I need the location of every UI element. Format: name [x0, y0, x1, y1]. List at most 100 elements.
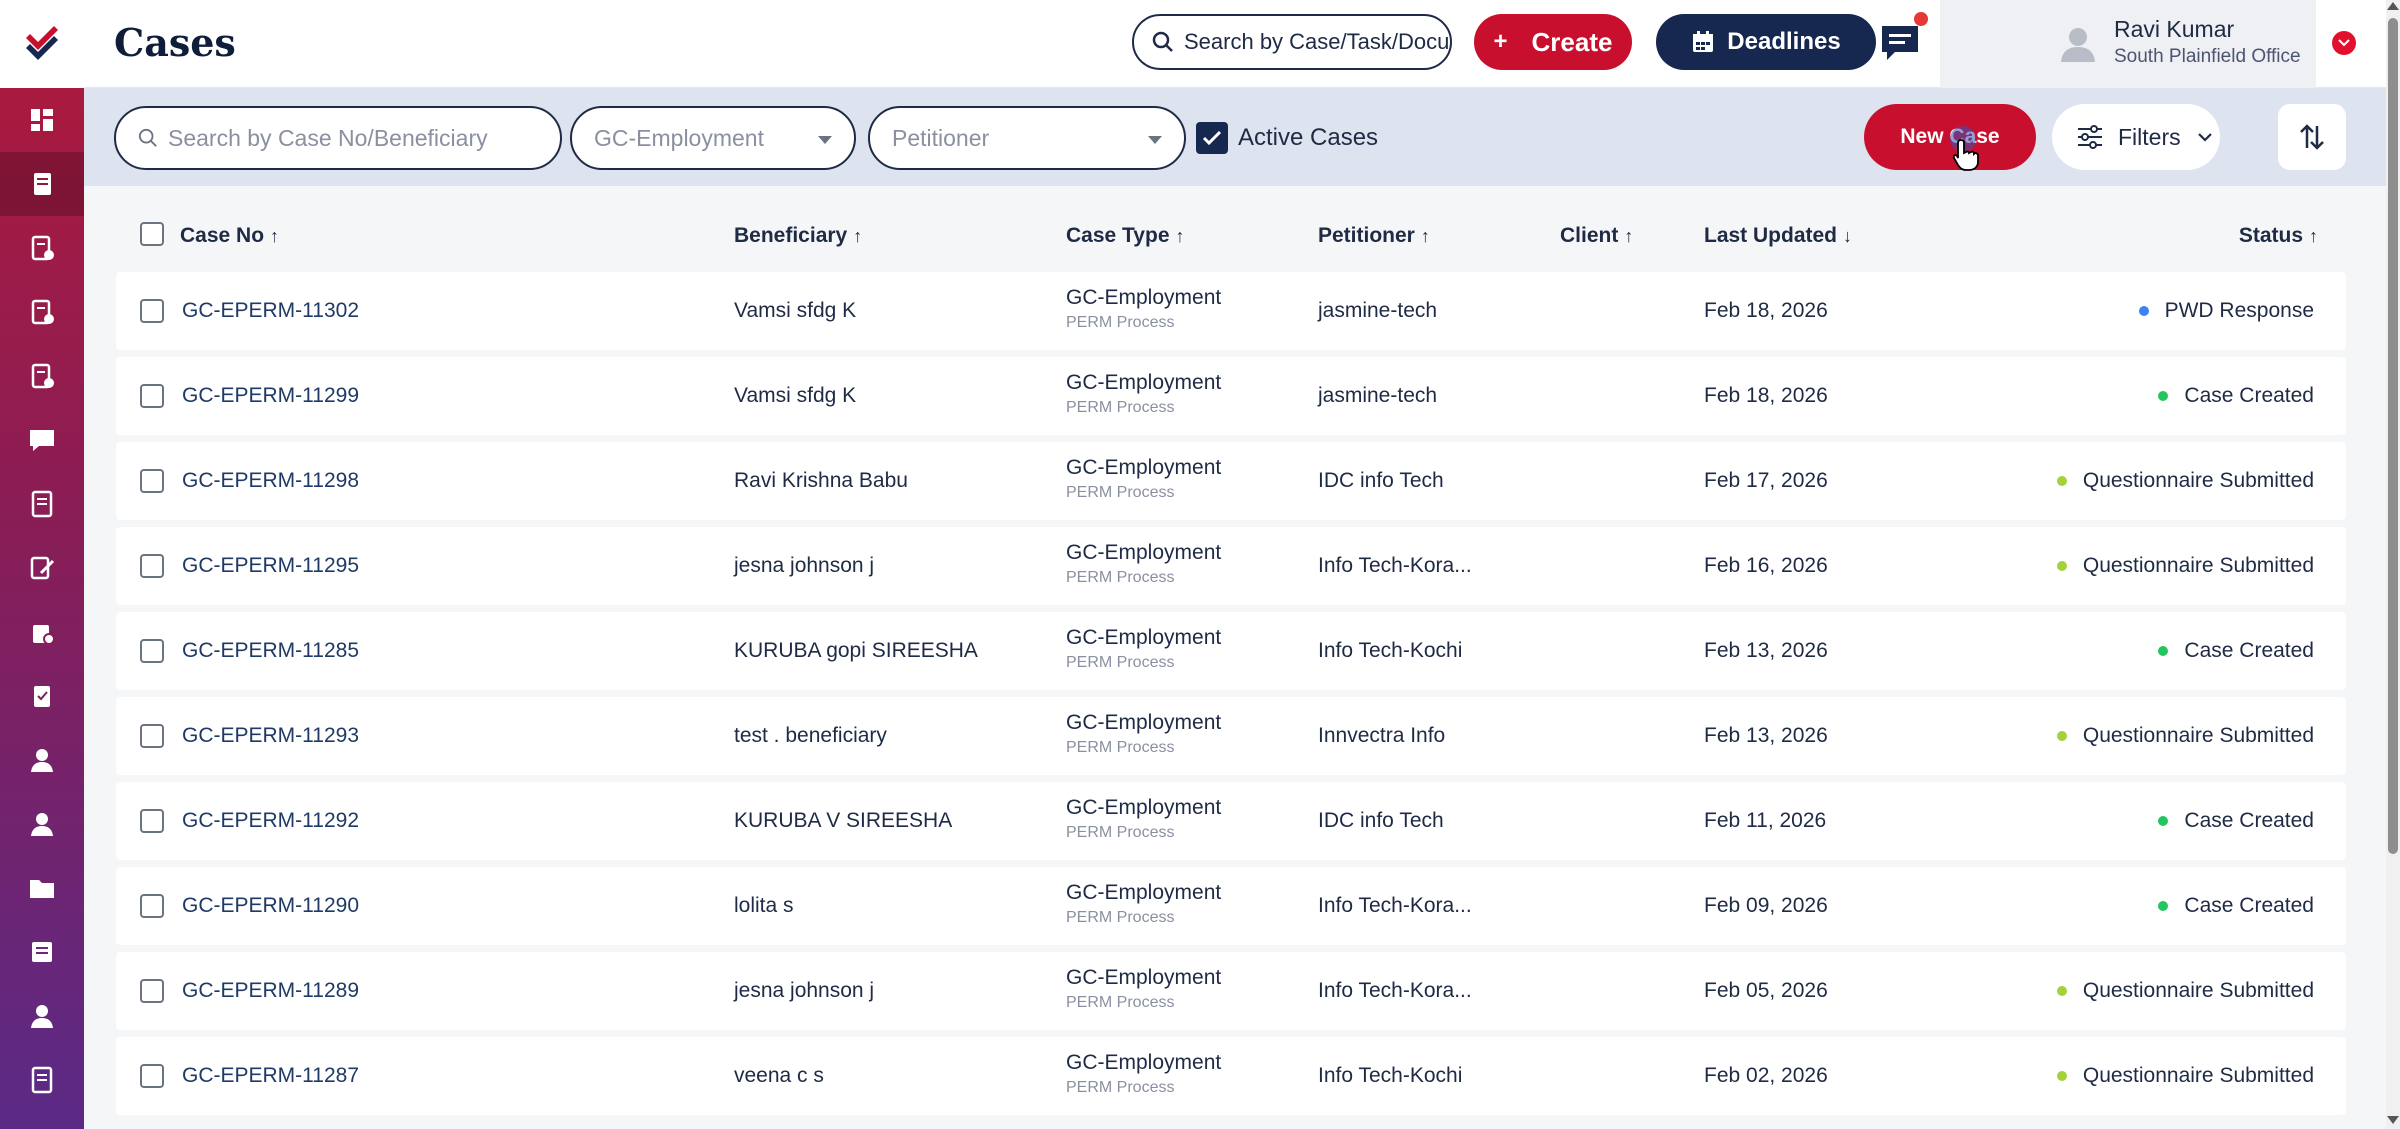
case-no-link[interactable]: GC-EPERM-11290: [182, 894, 360, 917]
status-text: Questionnaire Submitted: [2082, 1064, 2314, 1087]
petitioner-cell: Info Tech-Kora...: [1318, 554, 1472, 577]
sidebar-item-dashboard[interactable]: [0, 88, 84, 152]
petitioner-cell: IDC info Tech: [1318, 809, 1444, 832]
sidebar-item-ledger[interactable]: [0, 472, 84, 536]
case-type-select[interactable]: GC-Employment: [570, 106, 856, 170]
row-checkbox[interactable]: [140, 809, 164, 833]
row-checkbox[interactable]: [140, 1064, 164, 1088]
col-case-no[interactable]: Case No ↑: [180, 224, 280, 247]
active-cases-checkbox[interactable]: [1196, 122, 1228, 154]
user-tie-icon: [31, 813, 53, 836]
col-case-type[interactable]: Case Type ↑: [1066, 224, 1185, 247]
case-no-link[interactable]: GC-EPERM-11285: [182, 639, 360, 662]
deadlines-button[interactable]: Deadlines: [1656, 14, 1876, 70]
status-badge: Case Created: [2158, 894, 2314, 918]
col-last-updated[interactable]: Last Updated ↓: [1704, 224, 1853, 247]
case-no-link[interactable]: GC-EPERM-11298: [182, 469, 360, 492]
case-no-link[interactable]: GC-EPERM-11292: [182, 809, 360, 832]
sidebar-item-clipboard[interactable]: [0, 664, 84, 728]
table-row[interactable]: GC-EPERM-11293 test . beneficiary GC-Emplo…: [116, 697, 2346, 775]
sidebar-item-book[interactable]: [0, 1048, 84, 1112]
col-beneficiary[interactable]: Beneficiary ↑: [734, 224, 863, 247]
sort-up-arrow-icon: ↑: [270, 226, 280, 246]
col-client[interactable]: Client ↑: [1560, 224, 1634, 247]
case-type-cell: GC-Employment PERM Process: [1066, 541, 1221, 587]
messages-button[interactable]: [1870, 16, 1930, 70]
row-checkbox[interactable]: [140, 894, 164, 918]
table-row[interactable]: GC-EPERM-11289 jesna johnson j GC-Employme…: [116, 952, 2346, 1030]
table-row[interactable]: GC-EPERM-11302 Vamsi sfdg K GC-Employment P…: [116, 272, 2346, 350]
beneficiary-cell: Ravi Krishna Babu: [734, 469, 908, 492]
sidebar-item-cases[interactable]: [0, 152, 84, 216]
global-search-placeholder: Search by Case/Task/Docu: [1184, 29, 1450, 54]
user-badge-icon: [31, 1005, 53, 1028]
create-button[interactable]: + Create: [1474, 14, 1632, 70]
status-text: PWD Response: [2164, 299, 2314, 322]
status-badge: Questionnaire Submitted: [2056, 469, 2314, 493]
sort-arrows-icon: [2300, 124, 2324, 150]
sidebar-item-documents-check[interactable]: [0, 344, 84, 408]
case-search-input[interactable]: Search by Case No/Beneficiary: [114, 106, 562, 170]
row-checkbox[interactable]: [140, 384, 164, 408]
sidebar-item-folder[interactable]: [0, 856, 84, 920]
chevron-down-icon[interactable]: [2332, 31, 2356, 55]
case-no-link[interactable]: GC-EPERM-11295: [182, 554, 360, 577]
process-text: PERM Process: [1066, 909, 1175, 926]
last-updated-cell: Feb 16, 2026: [1704, 554, 1828, 577]
status-dot-icon: [2158, 646, 2169, 656]
sidebar-item-user-tie[interactable]: [0, 792, 84, 856]
sidebar-item-documents[interactable]: [0, 216, 84, 280]
row-checkbox[interactable]: [140, 469, 164, 493]
process-text: PERM Process: [1066, 569, 1175, 586]
row-checkbox[interactable]: [140, 979, 164, 1003]
case-type-text: GC-Employment: [1066, 796, 1222, 819]
table-row[interactable]: GC-EPERM-11295 jesna johnson j GC-Employme…: [116, 527, 2346, 605]
edit-document-icon: [30, 556, 55, 580]
case-no-link[interactable]: GC-EPERM-11293: [182, 724, 360, 747]
status-badge: Case Created: [2158, 384, 2314, 408]
row-checkbox[interactable]: [140, 639, 164, 663]
scrollbar-thumb[interactable]: [2388, 18, 2398, 854]
process-text: PERM Process: [1066, 739, 1175, 756]
table-row[interactable]: GC-EPERM-11292 KURUBA V SIREESHA GC-Employ…: [116, 782, 2346, 860]
row-checkbox[interactable]: [140, 554, 164, 578]
col-status[interactable]: Status ↑: [2238, 224, 2318, 247]
table-row[interactable]: GC-EPERM-11287 veena c s GC-Employment PERM…: [116, 1037, 2346, 1115]
table-row[interactable]: GC-EPERM-11290 lolita s GC-Employment PERM …: [116, 867, 2346, 945]
sidebar-item-notes[interactable]: [0, 920, 84, 984]
ledger-icon: [31, 490, 53, 518]
user-menu[interactable]: [1940, 0, 2316, 88]
col-petitioner[interactable]: Petitioner ↑: [1318, 224, 1430, 247]
status-text: Case Created: [2184, 384, 2314, 407]
row-checkbox[interactable]: [140, 724, 164, 748]
petitioner-cell: jasmine-tech: [1318, 384, 1438, 407]
select-all-checkbox[interactable]: [140, 222, 164, 246]
sidebar-item-edit-document[interactable]: [0, 536, 84, 600]
table-row[interactable]: GC-EPERM-11285 KURUBA gopi SIREESHA GC-Emp…: [116, 612, 2346, 690]
petitioner-select[interactable]: Petitioner: [868, 106, 1186, 170]
case-no-link[interactable]: GC-EPERM-11287: [182, 1064, 360, 1087]
table-row[interactable]: GC-EPERM-11299 Vamsi sfdg K GC-Employment P…: [116, 357, 2346, 435]
book-icon: [31, 1066, 53, 1094]
case-type-text: GC-Employment: [1066, 456, 1222, 479]
case-no-link[interactable]: GC-EPERM-11302: [182, 299, 360, 322]
sidebar-item-documents-settings[interactable]: [0, 280, 84, 344]
sort-toggle-button[interactable]: [2278, 104, 2346, 170]
scroll-down-arrow-icon[interactable]: [2387, 1116, 2399, 1124]
table-row[interactable]: GC-EPERM-11298 Ravi Krishna Babu GC-Employ…: [116, 442, 2346, 520]
sidebar-item-user-badge[interactable]: [0, 984, 84, 1048]
sidebar-item-messages[interactable]: [0, 408, 84, 472]
scroll-up-arrow-icon[interactable]: [2387, 2, 2399, 10]
beneficiary-cell: lolita s: [734, 894, 794, 917]
row-checkbox[interactable]: [140, 299, 164, 323]
sidebar-item-case-settings[interactable]: [0, 600, 84, 664]
case-no-link[interactable]: GC-EPERM-11289: [182, 979, 360, 1002]
sidebar-item-user[interactable]: [0, 728, 84, 792]
logo-icon: [26, 26, 58, 60]
process-text: PERM Process: [1066, 399, 1175, 416]
sort-up-arrow-icon: ↑: [1175, 226, 1185, 246]
app-logo[interactable]: [0, 0, 84, 88]
case-no-link[interactable]: GC-EPERM-11299: [182, 384, 360, 407]
filters-button[interactable]: Filters: [2052, 104, 2220, 170]
global-search-input[interactable]: Search by Case/Task/Docu: [1132, 14, 1452, 70]
